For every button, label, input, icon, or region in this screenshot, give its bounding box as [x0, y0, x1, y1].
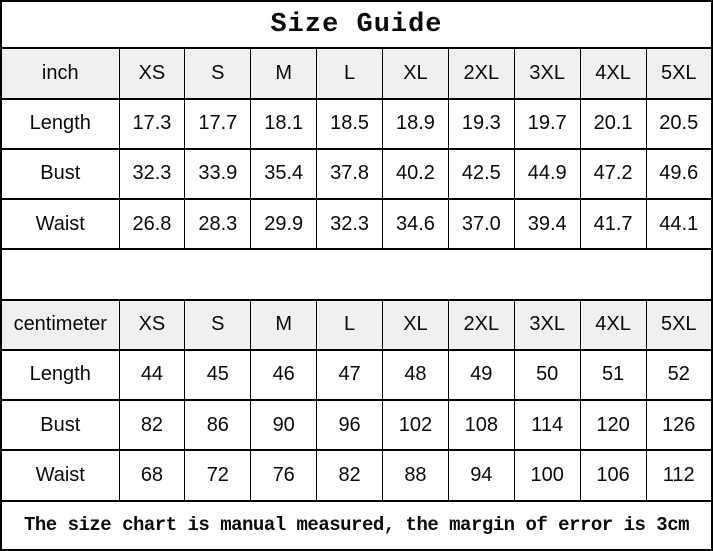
row-label-length: Length — [0, 348, 120, 402]
value-cell: 112 — [645, 449, 713, 502]
size-col-header-3xl: 3XL — [513, 298, 581, 351]
value-cell: 94 — [447, 449, 515, 502]
value-cell: 120 — [579, 399, 647, 452]
size-col-header-4xl: 4XL — [579, 298, 647, 351]
value-cell: 17.3 — [118, 97, 186, 150]
value-cell: 49 — [447, 348, 515, 402]
value-cell: 41.7 — [579, 198, 647, 251]
value-cell: 52 — [645, 348, 713, 402]
value-cell: 34.6 — [382, 198, 449, 251]
footer-note: The size chart is manual measured, the m… — [0, 499, 713, 551]
size-col-header-2xl: 2XL — [447, 298, 515, 351]
value-cell: 86 — [184, 399, 252, 452]
value-cell: 88 — [382, 449, 449, 502]
spacer-row — [0, 248, 713, 301]
page-title: Size Guide — [0, 0, 713, 50]
value-cell: 82 — [316, 449, 383, 502]
value-cell: 68 — [118, 449, 186, 502]
spacer-cell — [0, 248, 713, 301]
size-col-header-m: M — [250, 298, 318, 351]
value-cell: 48 — [382, 348, 449, 402]
value-cell: 18.1 — [250, 97, 318, 150]
value-cell: 18.9 — [382, 97, 449, 150]
value-cell: 29.9 — [250, 198, 318, 251]
value-cell: 44 — [118, 348, 186, 402]
value-cell: 37.8 — [316, 147, 383, 201]
title-row: Size Guide — [0, 0, 713, 50]
value-cell: 28.3 — [184, 198, 252, 251]
value-cell: 32.3 — [316, 198, 383, 251]
row-label-waist: Waist — [0, 198, 120, 251]
value-cell: 47.2 — [579, 147, 647, 201]
value-cell: 51 — [579, 348, 647, 402]
value-cell: 100 — [513, 449, 581, 502]
inch-header-row: inch XS S M L XL 2XL 3XL 4XL 5XL — [0, 47, 713, 100]
value-cell: 114 — [513, 399, 581, 452]
value-cell: 20.5 — [645, 97, 713, 150]
size-col-header-5xl: 5XL — [645, 298, 713, 351]
size-col-header-xl: XL — [382, 47, 449, 100]
unit-header-centimeter: centimeter — [0, 298, 120, 351]
value-cell: 37.0 — [447, 198, 515, 251]
value-cell: 44.9 — [513, 147, 581, 201]
value-cell: 108 — [447, 399, 515, 452]
value-cell: 32.3 — [118, 147, 186, 201]
row-label-waist: Waist — [0, 449, 120, 502]
size-col-header-l: L — [316, 298, 383, 351]
value-cell: 102 — [382, 399, 449, 452]
value-cell: 47 — [316, 348, 383, 402]
size-col-header-xs: XS — [118, 47, 186, 100]
value-cell: 76 — [250, 449, 318, 502]
inch-length-row: Length 17.3 17.7 18.1 18.5 18.9 19.3 19.… — [0, 97, 713, 150]
size-col-header-s: S — [184, 47, 252, 100]
value-cell: 46 — [250, 348, 318, 402]
value-cell: 45 — [184, 348, 252, 402]
value-cell: 50 — [513, 348, 581, 402]
value-cell: 20.1 — [579, 97, 647, 150]
value-cell: 126 — [645, 399, 713, 452]
value-cell: 39.4 — [513, 198, 581, 251]
value-cell: 18.5 — [316, 97, 383, 150]
value-cell: 90 — [250, 399, 318, 452]
size-col-header-m: M — [250, 47, 318, 100]
value-cell: 19.7 — [513, 97, 581, 150]
note-row: The size chart is manual measured, the m… — [0, 499, 713, 551]
value-cell: 42.5 — [447, 147, 515, 201]
size-col-header-4xl: 4XL — [579, 47, 647, 100]
row-label-length: Length — [0, 97, 120, 150]
size-col-header-xs: XS — [118, 298, 186, 351]
inch-bust-row: Bust 32.3 33.9 35.4 37.8 40.2 42.5 44.9 … — [0, 147, 713, 201]
value-cell: 19.3 — [447, 97, 515, 150]
value-cell: 106 — [579, 449, 647, 502]
size-col-header-s: S — [184, 298, 252, 351]
value-cell: 17.7 — [184, 97, 252, 150]
cm-length-row: Length 44 45 46 47 48 49 50 51 52 — [0, 348, 713, 402]
row-label-bust: Bust — [0, 147, 120, 201]
cm-bust-row: Bust 82 86 90 96 102 108 114 120 126 — [0, 399, 713, 452]
size-col-header-2xl: 2XL — [447, 47, 515, 100]
value-cell: 26.8 — [118, 198, 186, 251]
size-col-header-xl: XL — [382, 298, 449, 351]
size-col-header-5xl: 5XL — [645, 47, 713, 100]
row-label-bust: Bust — [0, 399, 120, 452]
value-cell: 35.4 — [250, 147, 318, 201]
inch-waist-row: Waist 26.8 28.3 29.9 32.3 34.6 37.0 39.4… — [0, 198, 713, 251]
size-col-header-l: L — [316, 47, 383, 100]
unit-header-inch: inch — [0, 47, 120, 100]
value-cell: 44.1 — [645, 198, 713, 251]
value-cell: 72 — [184, 449, 252, 502]
value-cell: 82 — [118, 399, 186, 452]
value-cell: 49.6 — [645, 147, 713, 201]
value-cell: 33.9 — [184, 147, 252, 201]
size-col-header-3xl: 3XL — [513, 47, 581, 100]
value-cell: 96 — [316, 399, 383, 452]
cm-header-row: centimeter XS S M L XL 2XL 3XL 4XL 5XL — [0, 298, 713, 351]
value-cell: 40.2 — [382, 147, 449, 201]
cm-waist-row: Waist 68 72 76 82 88 94 100 106 112 — [0, 449, 713, 502]
